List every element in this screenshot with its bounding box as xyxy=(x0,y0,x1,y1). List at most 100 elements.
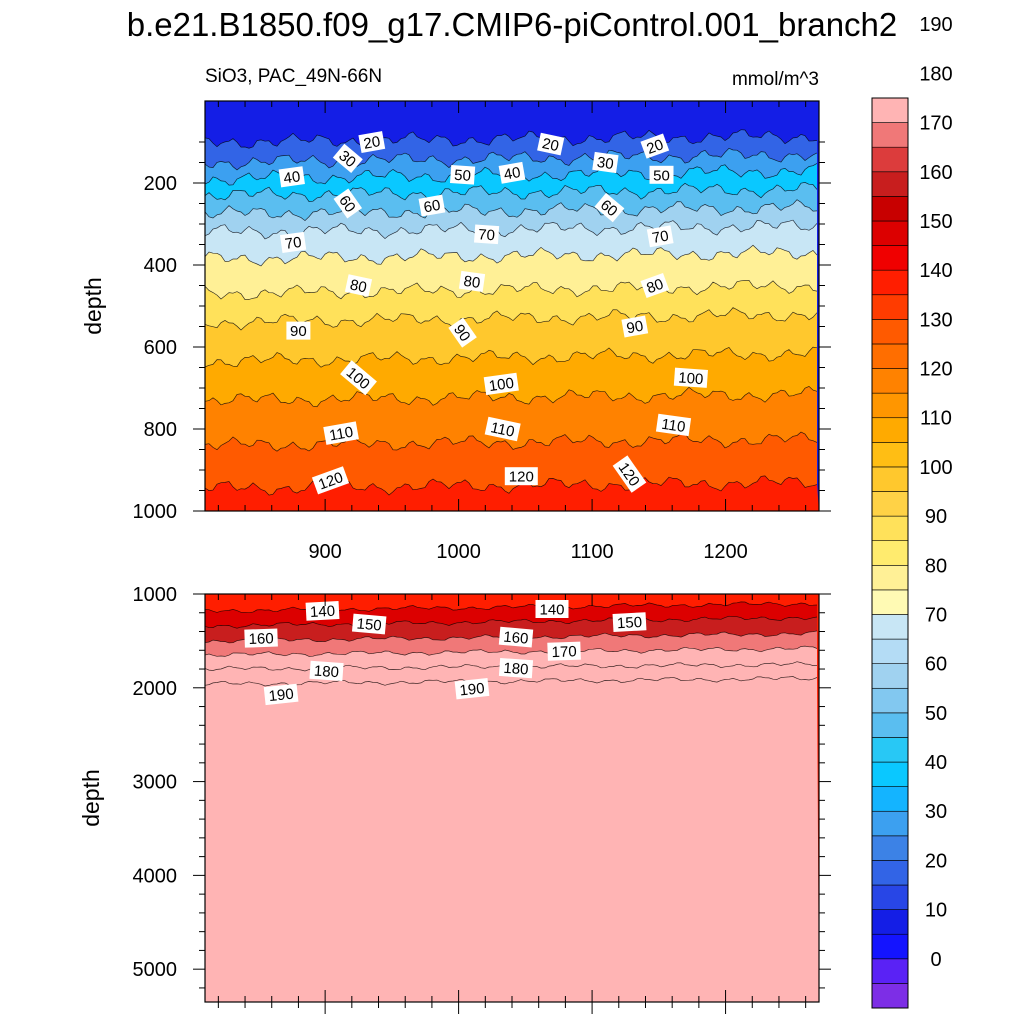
upper-contour-label: 40 xyxy=(278,166,305,188)
colorbar-swatch xyxy=(871,417,909,443)
colorbar-swatch xyxy=(871,687,909,714)
colorbar-swatch xyxy=(871,860,909,886)
upper-contour-label-text: 80 xyxy=(644,276,665,298)
colorbar-swatch xyxy=(871,909,909,935)
colorbar-swatch xyxy=(871,442,909,468)
chart-subtitle-left: SiO3, PAC_49N-66N xyxy=(205,66,382,87)
upper-contour-label: 90 xyxy=(448,317,477,348)
colorbar-swatch xyxy=(871,810,909,837)
upper-contour-label: 30 xyxy=(592,151,619,174)
lower-contour-label-text: 150 xyxy=(356,615,382,634)
upper-contour-label-text: 100 xyxy=(678,369,704,388)
chart-subtitle-right: mmol/m^3 xyxy=(732,69,819,90)
upper-contour-label: 70 xyxy=(646,225,674,248)
upper-contour-60 xyxy=(205,219,818,240)
colorbar-swatch xyxy=(871,319,909,345)
colorbar-label: 40 xyxy=(925,752,947,774)
y-tick-label: 2000 xyxy=(133,678,178,700)
upper-contour-label-text: 20 xyxy=(541,135,561,155)
upper-contour-label-text: 70 xyxy=(651,227,670,247)
colorbar-label: 0 xyxy=(930,949,941,971)
upper-contour-label: 100 xyxy=(483,372,519,396)
y-tick-label: 5000 xyxy=(133,959,178,981)
lower-contour-label-text: 190 xyxy=(268,686,295,706)
chart-title: b.e21.B1850.f09_g17.CMIP6-piControl.001_… xyxy=(127,6,898,43)
lower-contour-label: 150 xyxy=(612,612,647,632)
upper-contour-label-text: 30 xyxy=(596,154,615,173)
lower-contour-label-text: 140 xyxy=(310,603,336,621)
upper-contour-label: 30 xyxy=(332,143,363,174)
colorbar-label: 80 xyxy=(925,555,947,577)
lower-band-170 xyxy=(205,646,817,671)
colorbar-swatch xyxy=(871,97,909,123)
colorbar-swatch xyxy=(871,540,909,566)
y-tick-label: 4000 xyxy=(133,865,178,887)
colorbar-label: 10 xyxy=(925,900,947,922)
colorbar-label: 90 xyxy=(925,506,947,528)
colorbar-swatch xyxy=(871,614,909,640)
lower-contour-label-text: 150 xyxy=(617,614,643,632)
y-tick-label: 200 xyxy=(144,173,177,195)
upper-contour-label: 60 xyxy=(594,192,625,223)
lower-contour-label-text: 170 xyxy=(551,643,577,661)
upper-contour-label: 80 xyxy=(640,272,670,299)
upper-contour-label: 60 xyxy=(333,188,363,219)
upper-contour-80 xyxy=(205,279,818,300)
colorbar-swatch xyxy=(871,638,909,664)
colorbar-label: 110 xyxy=(920,408,952,430)
lower-contour-label-text: 190 xyxy=(459,680,486,700)
upper-band-50 xyxy=(205,199,817,239)
upper-band-130 xyxy=(205,475,819,511)
upper-contour-label: 80 xyxy=(344,274,373,297)
x-tick-label: 1000 xyxy=(436,541,481,563)
colorbar-label: 30 xyxy=(925,801,947,823)
colorbar-swatch xyxy=(871,368,909,394)
lower-contour-label: 170 xyxy=(547,641,581,661)
upper-contour-100 xyxy=(205,346,818,368)
colorbar-swatch xyxy=(871,245,909,271)
upper-contour-label: 50 xyxy=(450,164,476,185)
colorbar-swatch xyxy=(871,958,909,984)
colorbar-swatch xyxy=(871,786,909,812)
upper-contour-label-text: 50 xyxy=(653,167,670,184)
colorbar-swatch xyxy=(871,269,909,296)
upper-panel-contours xyxy=(205,129,818,496)
y-tick-label: 1000 xyxy=(133,584,178,606)
upper-contour-label-text: 90 xyxy=(625,318,644,338)
upper-contour-label: 40 xyxy=(498,161,526,184)
lower-contour-label: 140 xyxy=(535,600,569,619)
upper-y-axis-label: depth xyxy=(80,277,106,335)
upper-contour-label: 90 xyxy=(621,315,649,338)
upper-contour-70 xyxy=(205,244,818,267)
upper-contour-label-text: 60 xyxy=(335,192,358,215)
colorbar-label: 20 xyxy=(925,850,947,872)
colorbar-swatch xyxy=(871,515,909,542)
colorbar-frame xyxy=(871,97,909,1009)
colorbar: 1901801701601501401301201101009080706050… xyxy=(871,14,953,1009)
upper-panel-fill xyxy=(205,101,819,511)
colorbar-swatch xyxy=(871,884,909,910)
y-tick-label: 1000 xyxy=(133,501,178,523)
colorbar-label: 50 xyxy=(925,703,947,725)
colorbar-label: 150 xyxy=(919,211,952,233)
upper-contour-label-text: 70 xyxy=(478,226,496,244)
upper-contour-10 xyxy=(205,129,818,149)
lower-contour-label-text: 160 xyxy=(248,630,274,648)
colorbar-swatch xyxy=(871,196,909,222)
upper-contour-label-text: 20 xyxy=(362,133,381,153)
lower-contour-label-text: 160 xyxy=(503,629,529,648)
upper-contour-label: 90 xyxy=(286,321,311,340)
colorbar-swatch xyxy=(871,835,909,861)
upper-contour-label: 70 xyxy=(279,231,307,253)
upper-contour-label-text: 110 xyxy=(660,416,686,436)
upper-contour-label: 70 xyxy=(474,224,500,244)
upper-contour-label-text: 110 xyxy=(489,419,516,441)
colorbar-label: 190 xyxy=(919,14,952,36)
y-tick-label: 400 xyxy=(144,255,177,277)
colorbar-swatch xyxy=(871,392,909,419)
x-tick-label: 1100 xyxy=(571,541,614,563)
upper-contour-label: 100 xyxy=(673,367,708,388)
upper-contour-label-text: 40 xyxy=(282,168,301,187)
